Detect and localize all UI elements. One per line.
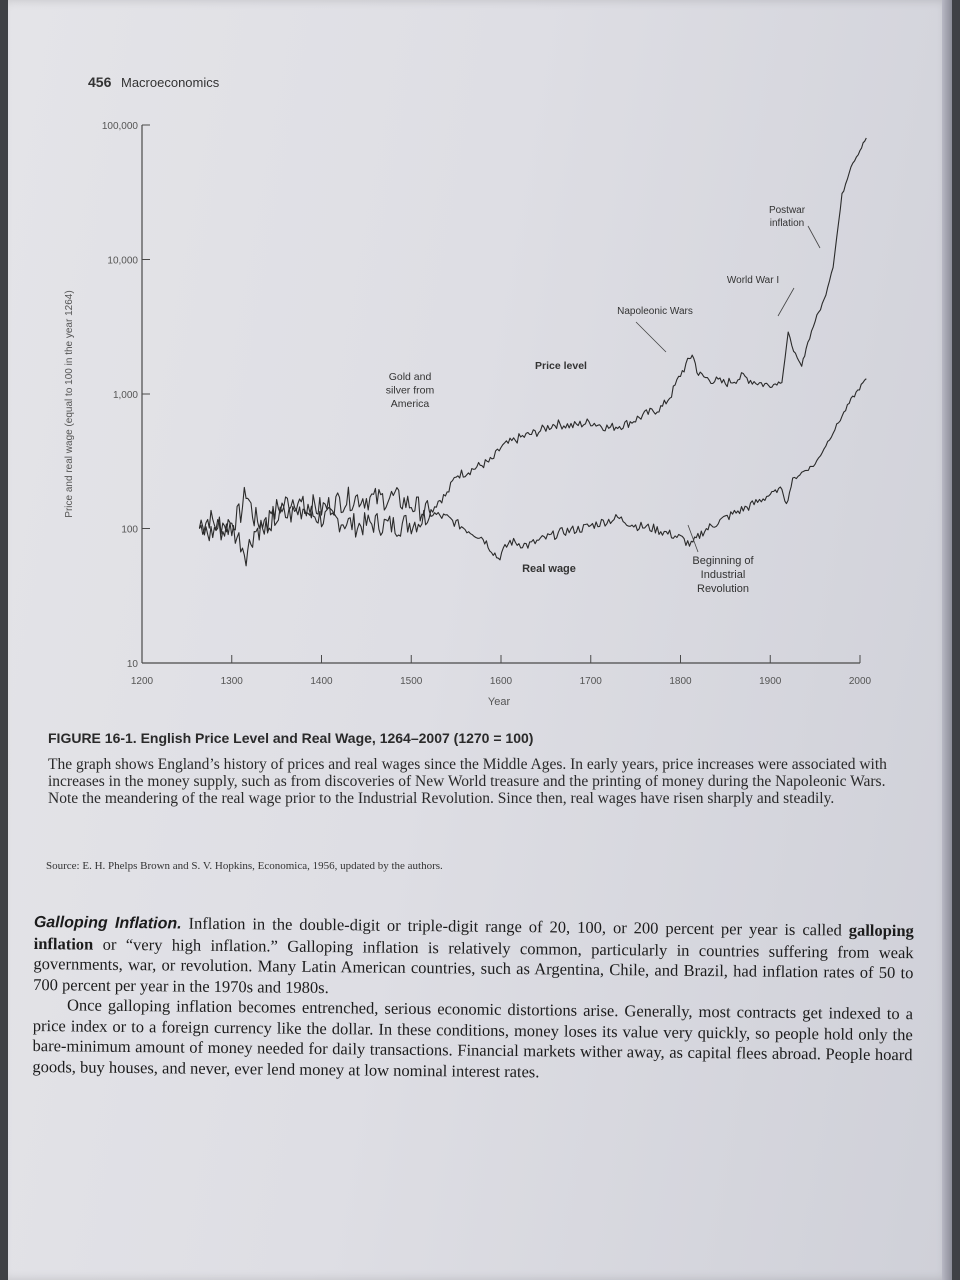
y-tick-label: 1,000: [113, 390, 138, 401]
chart-annotations: Gold and silver from America Price level Nap…: [386, 205, 821, 595]
x-axis-label: Year: [488, 696, 511, 708]
chart-annotation: Beginning of Industrial Revolution: [692, 555, 754, 595]
chart-annotation-line: World War I: [727, 275, 779, 286]
x-tick-label: 1600: [490, 676, 513, 687]
chart-annotation-line: Real wage: [522, 563, 576, 575]
running-head: 456 Macroeconomics: [88, 74, 219, 90]
chart-annotation-line: America: [391, 398, 430, 410]
x-tick-label: 1400: [310, 676, 333, 687]
chart-annotation-line: inflation: [770, 218, 804, 229]
page-edge: [942, 0, 952, 1280]
x-tick-label: 1300: [221, 676, 244, 687]
figure-caption: FIGURE 16-1. English Price Level and Rea…: [48, 730, 888, 807]
napoleonic-leader: [635, 321, 667, 353]
chart-annotation-line: Revolution: [697, 583, 749, 595]
x-tick-label: 2000: [849, 676, 872, 687]
x-tick-label: 1500: [400, 676, 423, 687]
figure-title: FIGURE 16-1. English Price Level and Rea…: [48, 730, 534, 746]
chart-annotation: World War I: [727, 275, 779, 286]
price-level-line: [198, 137, 867, 541]
chart-annotation-line: Price level: [535, 360, 587, 372]
paragraph-1-part-2: or “very high inflation.” Galloping infl…: [33, 934, 914, 997]
chart-annotation-line: Industrial: [701, 569, 746, 581]
book-title: Macroeconomics: [120, 75, 220, 90]
postwar-leader: [807, 225, 821, 249]
chart-annotation-line: Beginning of: [692, 555, 754, 567]
wwi-leader: [777, 287, 795, 317]
paragraph-2: Once galloping inflation becomes entrenc…: [32, 995, 914, 1081]
chart-axes: 10 100 1,000 10,000 100,000 1200 1300 1400 1500 1…: [64, 121, 872, 708]
x-tick-label: 1700: [580, 676, 603, 687]
y-axis-label: Price and real wage (equal to 100 in the…: [64, 290, 75, 517]
x-tick-label: 1200: [131, 676, 154, 687]
x-tick-label: 1900: [759, 676, 782, 687]
chart-annotation-line: Gold and: [389, 371, 432, 383]
runin-heading: Galloping Inflation.: [33, 913, 182, 933]
chart-annotation-line: Napoleonic Wars: [617, 306, 693, 317]
chart-annotation: Gold and silver from America: [386, 371, 435, 410]
paragraph-galloping-inflation: Galloping Inflation. Inflation in the do…: [33, 912, 914, 1004]
page-number: 456: [88, 74, 112, 90]
book-page: 456 Macroeconomics 10 100 1,000 10,000 100,0…: [8, 0, 952, 1280]
real-wage-line: [198, 378, 867, 567]
figure-caption-text: The graph shows England’s history of pri…: [48, 756, 887, 807]
y-tick-label: 10,000: [107, 256, 138, 267]
chart-annotation-line: silver from: [386, 385, 435, 397]
chart-annotation: Price level: [535, 360, 587, 372]
industrial-leader: [687, 524, 699, 553]
y-tick-label: 10: [127, 659, 139, 670]
x-tick-label: 1800: [669, 676, 692, 687]
chart-annotation-line: Postwar: [769, 205, 806, 216]
y-tick-label: 100,000: [102, 121, 139, 132]
chart-annotation: Postwar inflation: [769, 205, 806, 229]
body-text: Galloping Inflation. Inflation in the do…: [32, 912, 914, 1086]
figure-source: Source: E. H. Phelps Brown and S. V. Hop…: [46, 860, 443, 872]
y-tick-label: 100: [121, 525, 138, 536]
chart-annotation: Real wage: [522, 563, 576, 575]
price-wage-chart: 10 100 1,000 10,000 100,000 1200 1300 1400 1500 1…: [64, 121, 872, 708]
chart-series: [198, 137, 867, 567]
chart-annotation: Napoleonic Wars: [617, 306, 693, 317]
